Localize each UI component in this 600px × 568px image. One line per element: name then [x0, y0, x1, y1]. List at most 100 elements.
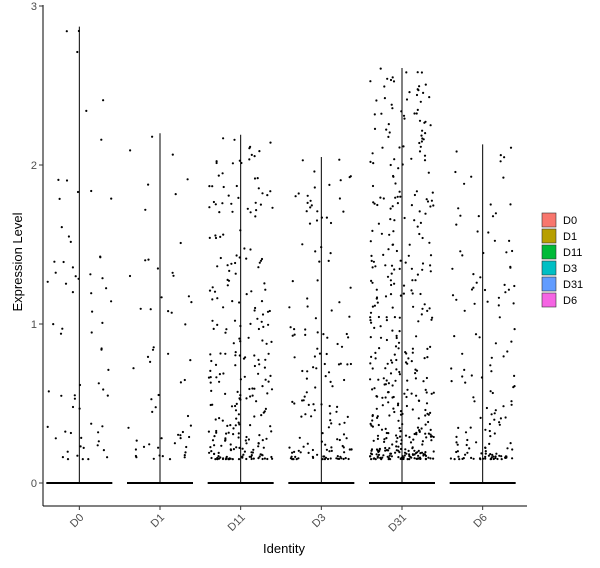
point-D6 — [484, 452, 487, 455]
point-D3 — [339, 179, 342, 182]
point-D31 — [410, 456, 413, 459]
point-D11 — [257, 187, 260, 190]
point-D11 — [217, 451, 220, 454]
point-D11 — [239, 394, 242, 397]
point-D31 — [404, 351, 407, 354]
point-D11 — [269, 190, 272, 193]
point-D31 — [411, 453, 414, 456]
point-D0 — [54, 437, 57, 440]
point-D31 — [391, 76, 394, 79]
point-D11 — [211, 439, 215, 442]
point-D1 — [183, 378, 186, 382]
point-D11 — [245, 457, 248, 461]
point-D1 — [181, 430, 184, 434]
point-D6 — [491, 391, 494, 395]
point-D11 — [245, 257, 248, 260]
point-D31 — [399, 447, 403, 451]
point-D31 — [409, 441, 413, 444]
legend-label: D3 — [563, 263, 577, 275]
point-D6 — [485, 406, 488, 410]
point-D11 — [249, 248, 252, 251]
point-D3 — [348, 315, 351, 318]
point-D11 — [235, 417, 238, 420]
point-D11 — [265, 342, 268, 345]
point-D6 — [477, 215, 480, 218]
point-D1 — [168, 458, 172, 461]
point-D31 — [385, 128, 388, 131]
point-D6 — [484, 428, 487, 431]
point-D31 — [428, 241, 431, 244]
point-D3 — [323, 362, 326, 366]
point-D31 — [374, 357, 377, 360]
point-D3 — [305, 391, 308, 394]
point-D31 — [371, 281, 374, 284]
point-D3 — [330, 449, 333, 452]
point-D0 — [82, 446, 85, 449]
point-D3 — [340, 345, 344, 348]
point-D6 — [489, 458, 492, 461]
point-D31 — [374, 458, 377, 461]
point-D11 — [243, 450, 246, 453]
point-D31 — [406, 458, 409, 461]
point-D31 — [431, 316, 434, 319]
legend-label: D6 — [563, 295, 577, 307]
point-D11 — [208, 206, 211, 209]
point-D31 — [383, 85, 386, 88]
point-D31 — [369, 319, 372, 322]
point-D11 — [253, 387, 256, 390]
point-D3 — [297, 449, 300, 452]
point-D11 — [209, 403, 212, 407]
point-D31 — [378, 449, 381, 453]
point-D31 — [426, 347, 429, 350]
point-D0 — [97, 382, 100, 385]
point-D11 — [216, 265, 219, 268]
point-D31 — [379, 456, 382, 459]
point-D11 — [215, 161, 218, 165]
point-D6 — [490, 456, 493, 459]
point-D11 — [260, 320, 263, 323]
point-D11 — [256, 317, 259, 320]
point-D6 — [476, 230, 479, 233]
point-D0 — [110, 197, 113, 200]
point-D3 — [306, 305, 309, 308]
point-D11 — [213, 452, 216, 456]
point-D31 — [397, 456, 400, 459]
point-D6 — [510, 249, 514, 253]
point-D3 — [304, 328, 307, 331]
point-D31 — [417, 320, 420, 323]
point-D3 — [347, 336, 350, 339]
point-D11 — [238, 446, 241, 449]
point-D31 — [372, 201, 375, 204]
legend-label: D31 — [563, 279, 583, 291]
point-D6 — [457, 426, 460, 429]
point-D3 — [304, 333, 307, 336]
point-D11 — [266, 392, 269, 395]
point-D31 — [421, 443, 424, 446]
point-D31 — [374, 265, 377, 268]
point-D1 — [184, 451, 187, 454]
point-D1 — [167, 352, 170, 355]
point-D31 — [419, 145, 422, 148]
point-D31 — [391, 443, 394, 446]
point-D31 — [369, 311, 373, 314]
point-D6 — [482, 251, 485, 255]
point-D11 — [221, 172, 224, 175]
point-D31 — [377, 453, 381, 456]
point-D0 — [85, 109, 88, 112]
point-D0 — [101, 425, 104, 428]
point-D3 — [320, 216, 323, 219]
point-D6 — [510, 403, 513, 406]
point-D3 — [342, 457, 345, 461]
point-D31 — [421, 440, 424, 443]
point-D31 — [402, 114, 406, 117]
point-D31 — [424, 408, 427, 412]
point-D31 — [370, 458, 373, 461]
point-D0 — [100, 347, 103, 350]
point-D6 — [455, 150, 458, 153]
point-D31 — [370, 279, 373, 282]
point-D31 — [393, 282, 396, 285]
point-D0 — [90, 292, 93, 295]
point-D3 — [336, 438, 339, 441]
point-D3 — [316, 279, 319, 282]
point-D31 — [381, 404, 384, 407]
